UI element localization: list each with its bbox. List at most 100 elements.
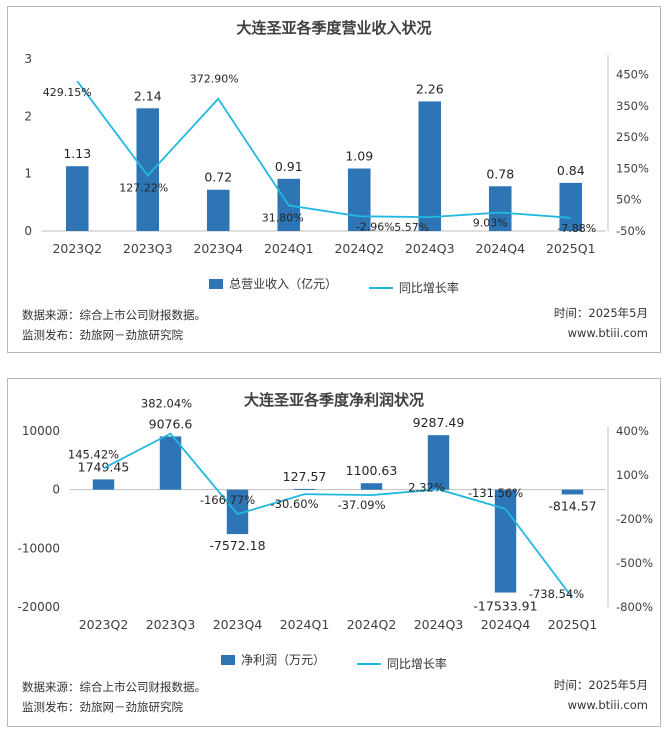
left-axis-tick-label: 0 <box>52 483 60 497</box>
bar <box>206 189 230 231</box>
x-axis-category-label: 2024Q3 <box>405 241 455 256</box>
revenue-chart-svg: 0 1 2 3 -50% 50% 150% 250% 350% 450% 1.13 2.14 0.72 0… <box>24 52 649 256</box>
growth-rate-label: 31.80% <box>262 211 304 224</box>
bar-value-label: 9076.6 <box>149 416 193 431</box>
growth-rate-label: 2.32% <box>408 480 445 494</box>
right-axis-tick-label: 350% <box>616 99 649 113</box>
time-text: 时间：2025年5月 <box>553 306 648 320</box>
bar <box>418 101 442 231</box>
left-axis-tick-label: 3 <box>24 52 32 66</box>
left-axis-tick-label: 1 <box>24 167 32 181</box>
left-axis-tick-label: 10000 <box>22 424 60 438</box>
left-axis-tick-label: 0 <box>24 224 32 238</box>
growth-rate-label: -738.54% <box>529 587 584 601</box>
bar <box>226 489 249 535</box>
bar-value-label: 9287.49 <box>413 415 465 430</box>
publisher-text: 监测发布：劲旅网－劲旅研究院 <box>22 328 183 342</box>
x-axis-category-label: 2024Q2 <box>347 617 397 632</box>
x-axis-category-label: 2025Q1 <box>548 617 598 632</box>
growth-rate-label: 9.03% <box>473 217 508 230</box>
x-axis-category-label: 2023Q3 <box>123 241 173 256</box>
right-axis-tick-label: -800% <box>616 600 653 614</box>
data-source-text: 数据来源：综合上市公司财报数据。 <box>22 680 206 694</box>
legend-swatch-line <box>356 662 381 665</box>
legend-swatch-bar <box>209 278 224 289</box>
right-axis-tick-label: 50% <box>616 193 642 207</box>
right-axis-tick-label: 100% <box>616 468 649 482</box>
x-axis-category-label: 2023Q4 <box>193 241 243 256</box>
profit-chart-footer-left: 数据来源：综合上市公司财报数据。 监测发布：劲旅网－劲旅研究院 <box>22 677 206 717</box>
legend-label-growth: 同比增长率 <box>386 657 447 671</box>
x-axis-category-label: 2024Q4 <box>475 241 525 256</box>
bar <box>360 483 383 490</box>
growth-rate-line <box>103 432 574 599</box>
growth-rate-label: -7.88% <box>557 222 596 235</box>
bar-value-label: 0.78 <box>486 166 514 181</box>
legend-item-revenue: 总营业收入（亿元） <box>209 275 337 292</box>
growth-rate-label: 372.90% <box>190 73 239 86</box>
legend-label-revenue: 总营业收入（亿元） <box>229 277 338 291</box>
legend-item-profit: 净利润（万元） <box>221 651 325 668</box>
profit-chart-legend: 净利润（万元） 同比增长率 <box>8 651 660 672</box>
x-axis-category-label: 2023Q4 <box>213 617 263 632</box>
growth-rate-label: 429.15% <box>43 86 92 99</box>
growth-rate-label: 127.22% <box>119 182 168 195</box>
growth-rate-label: -37.09% <box>338 498 386 512</box>
bar-value-label: 1100.63 <box>346 463 398 478</box>
profit-chart-panel: 大连圣亚各季度净利润状况 -20000 -10000 0 10000 -800% -500… <box>7 378 661 727</box>
x-axis-category-label: 2024Q1 <box>264 241 314 256</box>
x-axis-category-label: 2024Q3 <box>414 617 464 632</box>
revenue-chart-title: 大连圣亚各季度营业收入状况 <box>236 19 432 37</box>
bar-value-label: -814.57 <box>548 498 596 513</box>
bar <box>293 488 316 490</box>
x-axis-category-label: 2023Q2 <box>52 241 102 256</box>
revenue-chart-footer-right: 时间：2025年5月 www.btiii.com <box>554 303 648 343</box>
x-axis-category-label: 2023Q2 <box>79 617 129 632</box>
x-axis-category-label: 2024Q2 <box>334 241 384 256</box>
left-axis-tick-label: 2 <box>24 109 32 123</box>
left-axis-tick-label: -10000 <box>17 541 60 555</box>
bar <box>136 108 160 231</box>
bar-value-label: 0.91 <box>275 159 303 174</box>
bar-value-label: 2.26 <box>416 81 444 96</box>
growth-rate-label: 382.04% <box>141 397 192 411</box>
profit-chart-footer-right: 时间：2025年5月 www.btiii.com <box>554 675 648 715</box>
left-axis-tick-label: -20000 <box>17 600 60 614</box>
site-text: www.btiii.com <box>567 326 648 340</box>
bar-value-label: -7572.18 <box>209 538 265 553</box>
right-axis-tick-label: -50% <box>616 224 646 238</box>
growth-rate-label: -131.56% <box>468 486 523 500</box>
growth-rate-label: 145.42% <box>68 447 119 461</box>
legend-swatch-line <box>368 286 393 289</box>
legend-item-growth: 同比增长率 <box>356 655 447 672</box>
right-axis-tick-label: 150% <box>616 161 649 175</box>
bar-value-label: 127.57 <box>283 469 327 484</box>
bar <box>494 489 517 593</box>
bar-value-label: 0.84 <box>557 163 585 178</box>
bar <box>92 479 115 490</box>
publisher-text: 监测发布：劲旅网－劲旅研究院 <box>22 700 183 714</box>
growth-rate-label: -30.60% <box>271 497 319 511</box>
revenue-chart-footer-left: 数据来源：综合上市公司财报数据。 监测发布：劲旅网－劲旅研究院 <box>22 305 206 345</box>
bar <box>559 182 583 231</box>
bar-value-label: -17533.91 <box>473 599 537 614</box>
x-axis-category-label: 2024Q4 <box>481 617 531 632</box>
bar <box>159 436 182 490</box>
growth-rate-label: -2.96% <box>356 220 395 233</box>
growth-rate-label: -166.77% <box>200 493 255 507</box>
bar-value-label: 1.09 <box>345 149 373 164</box>
legend-label-growth: 同比增长率 <box>398 281 459 295</box>
legend-label-profit: 净利润（万元） <box>241 653 326 667</box>
time-text: 时间：2025年5月 <box>553 678 648 692</box>
right-axis-tick-label: 400% <box>616 424 649 438</box>
data-source-text: 数据来源：综合上市公司财报数据。 <box>22 308 206 322</box>
growth-rate-line <box>76 80 571 219</box>
right-axis-tick-label: 250% <box>616 130 649 144</box>
right-axis-tick-label: 450% <box>616 68 649 82</box>
profit-chart-title: 大连圣亚各季度净利润状况 <box>243 391 424 409</box>
right-axis-tick-label: -500% <box>616 556 653 570</box>
growth-rate-label: 5.57% <box>394 221 429 234</box>
x-axis-category-label: 2024Q1 <box>280 617 330 632</box>
x-axis-category-label: 2025Q1 <box>546 241 596 256</box>
profit-chart-svg: -20000 -10000 0 10000 -800% -500% -200% 100% 400… <box>17 397 653 632</box>
